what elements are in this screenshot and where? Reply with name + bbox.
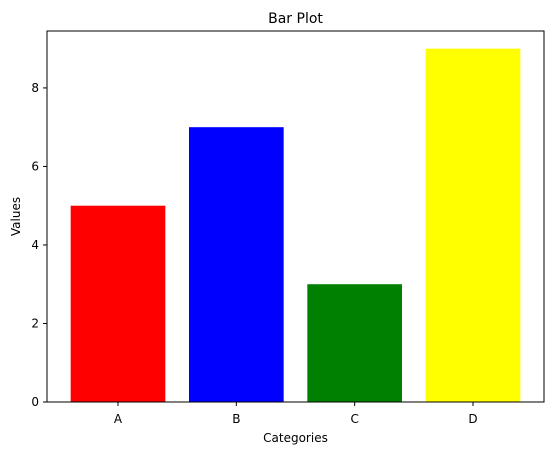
y-axis-label: Values bbox=[9, 197, 23, 236]
bar-d bbox=[425, 48, 521, 403]
x-tick-label-d: D bbox=[468, 412, 477, 426]
x-axis-label: Categories bbox=[263, 431, 328, 445]
bars-layer bbox=[70, 48, 521, 403]
y-tick-label-4: 4 bbox=[31, 238, 39, 252]
y-tick-label-8: 8 bbox=[31, 81, 39, 95]
bar-c bbox=[307, 284, 402, 402]
y-tick-label-6: 6 bbox=[31, 159, 39, 173]
x-tick-label-c: C bbox=[350, 412, 358, 426]
x-tick-label-a: A bbox=[114, 412, 123, 426]
y-tick-label-2: 2 bbox=[31, 316, 39, 330]
y-axis: 0 2 4 6 8 bbox=[31, 81, 47, 409]
chart-title: Bar Plot bbox=[268, 11, 323, 27]
x-axis: A B C D bbox=[114, 402, 478, 426]
bar-a bbox=[70, 205, 166, 402]
y-tick-label-0: 0 bbox=[31, 395, 39, 409]
x-tick-label-b: B bbox=[232, 412, 240, 426]
plot-frame bbox=[46, 30, 545, 403]
bar-b bbox=[189, 127, 284, 403]
